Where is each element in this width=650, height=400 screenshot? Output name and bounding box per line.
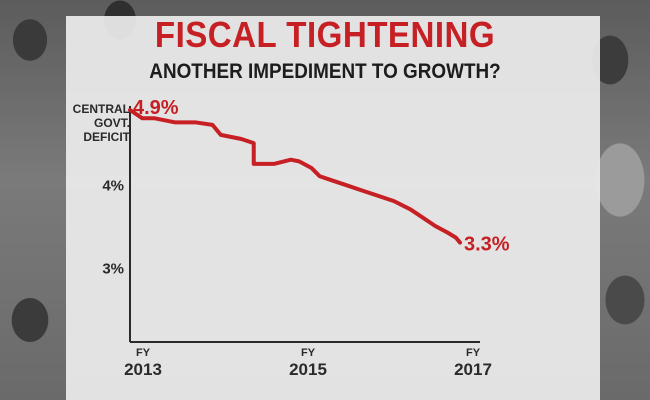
y-axis-label-line: DEFICIT xyxy=(83,130,130,144)
x-tick-label-top: FY xyxy=(466,347,481,359)
x-tick-label-year: 2015 xyxy=(289,360,327,379)
chart-panel xyxy=(66,16,600,400)
x-tick-label-top: FY xyxy=(136,347,151,359)
x-tick-label-year: 2017 xyxy=(454,360,492,379)
deficit-series-line xyxy=(128,108,462,245)
y-axis-label-line: CENTRAL xyxy=(72,102,130,116)
y-axis-label-line: GOVT. xyxy=(93,116,130,130)
y-axis-label: CENTRAL GOVT. DEFICIT xyxy=(66,102,130,144)
y-tick-label: 4% xyxy=(102,178,124,195)
data-label: 3.3% xyxy=(464,234,510,256)
chart-subtitle: ANOTHER IMPEDIMENT TO GROWTH? xyxy=(149,60,501,83)
y-tick-label: 3% xyxy=(102,260,124,277)
x-tick-label-top: FY xyxy=(301,347,316,359)
chart-title: FISCAL TIGHTENING xyxy=(154,14,496,55)
data-label: 4.9% xyxy=(133,97,179,119)
x-tick-label-year: 2013 xyxy=(124,360,162,379)
